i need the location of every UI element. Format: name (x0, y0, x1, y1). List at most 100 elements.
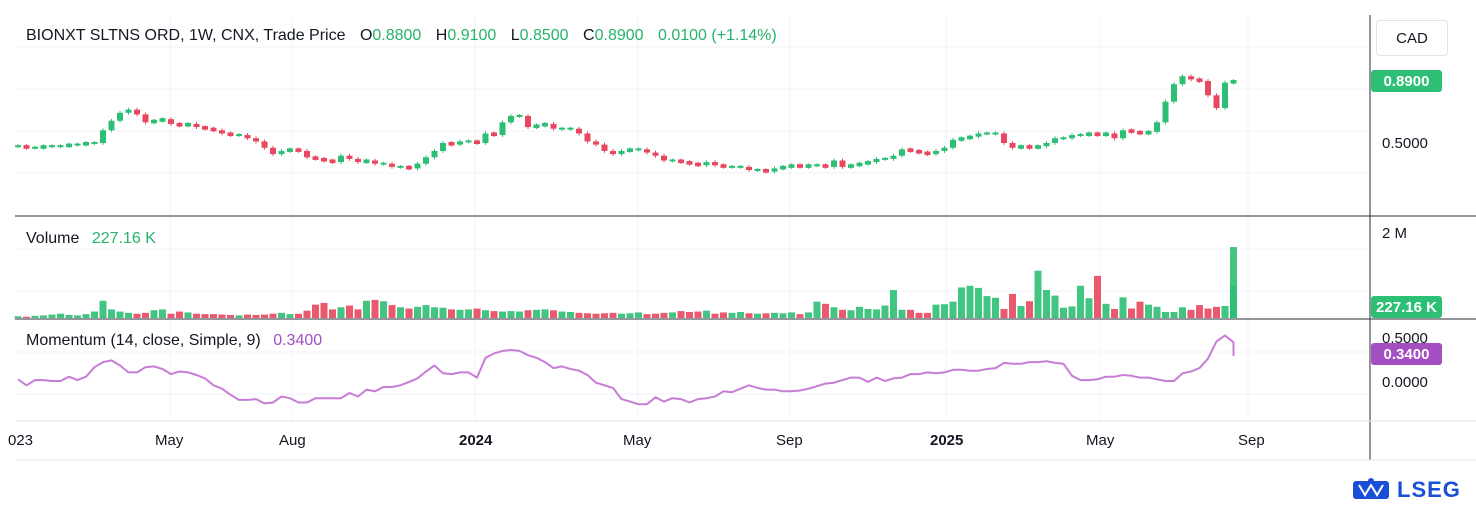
volume-legend: Volume 227.16 K (26, 230, 156, 248)
candle-body (1094, 132, 1101, 137)
volume-bar (822, 303, 829, 318)
symbol-title[interactable]: BIONXT SLTNS ORD, 1W, CNX, Trade Price (26, 27, 346, 44)
candle-body (797, 164, 803, 168)
candle-body (142, 114, 149, 123)
volume-bar (618, 313, 625, 318)
candle-body (1188, 76, 1194, 80)
volume-bar (635, 312, 642, 318)
candle-body (873, 158, 880, 163)
volume-bar (23, 316, 30, 318)
volume-bar (779, 313, 787, 318)
candle-body (117, 112, 123, 121)
candle-body (737, 165, 744, 168)
candle-body (1086, 132, 1092, 137)
volume-bar (1085, 298, 1093, 318)
volume-label[interactable]: Volume (26, 230, 80, 247)
volume-bar (1136, 301, 1144, 318)
candle-body (83, 142, 89, 146)
volume-bar (771, 312, 778, 318)
candle-body (1052, 138, 1058, 143)
candle-body (1103, 132, 1109, 137)
volume-bar (91, 311, 98, 318)
volume-bar (422, 305, 430, 318)
volume-bar (1034, 270, 1042, 318)
volume-bar (473, 308, 481, 318)
volume-bar (847, 310, 855, 318)
volume-bar (915, 312, 923, 318)
volume-bar (354, 309, 362, 318)
candle-body (236, 134, 242, 137)
volume-bar (1187, 309, 1195, 318)
candle-body (1026, 145, 1033, 149)
candle-body (168, 119, 174, 124)
momentum-label[interactable]: Momentum (14, close, Simple, 9) (26, 332, 261, 349)
candle-body (1171, 84, 1177, 102)
candle-body (185, 122, 191, 127)
volume-bar (694, 311, 702, 318)
volume-bar (227, 314, 234, 318)
candle-body (219, 130, 225, 134)
candle-body (1111, 133, 1118, 139)
volume-bar (1170, 311, 1178, 318)
candle-body (474, 140, 480, 144)
volume-bar (669, 312, 676, 318)
candle-body (491, 132, 497, 137)
volume-bar (813, 301, 821, 318)
candle-body (1205, 81, 1211, 96)
candle-body (346, 155, 353, 159)
volume-bar (907, 309, 914, 318)
candle-body (508, 115, 514, 123)
volume-bar (116, 311, 124, 318)
volume-bar (235, 315, 243, 318)
lseg-crest-icon (1353, 478, 1389, 499)
price-candles[interactable] (15, 74, 1237, 174)
candle-body (1018, 145, 1024, 149)
candle-body (627, 148, 633, 152)
volume-bar (1009, 293, 1016, 318)
volume-bar (890, 290, 897, 318)
volume-bar (1000, 308, 1008, 318)
candle-body (907, 148, 914, 152)
candle-body (890, 155, 897, 159)
volume-bar (677, 311, 685, 318)
volume-bar (609, 312, 617, 318)
candle-body (372, 160, 378, 164)
volume-bar (992, 297, 999, 318)
volume-bar (745, 313, 753, 318)
momentum-line[interactable] (17, 334, 1235, 406)
currency-button[interactable]: CAD (1376, 20, 1448, 56)
volume-bar (142, 312, 149, 318)
time-label-0: 023 (8, 432, 34, 449)
candle-body (686, 161, 693, 165)
volume-bar (346, 305, 353, 318)
candle-body (49, 145, 55, 148)
candle-body (712, 162, 718, 166)
volume-bar (405, 308, 413, 318)
candle-body (1162, 101, 1169, 123)
candle-body (202, 126, 208, 130)
candle-body (669, 159, 676, 162)
close-value: 0.8900 (594, 27, 644, 44)
volume-bar (133, 313, 141, 318)
candle-body (40, 145, 47, 149)
price-tick-label: 0.5000 (1382, 135, 1428, 152)
volume-bar (805, 312, 812, 318)
volume-bar (1068, 306, 1076, 318)
lseg-logo[interactable]: LSEG (1351, 477, 1461, 503)
candle-body (559, 127, 565, 130)
candle-body (958, 137, 965, 141)
volume-bar (975, 287, 982, 318)
candle-body (618, 150, 625, 155)
candle-body (23, 145, 30, 149)
volume-bar (584, 313, 591, 318)
candle-body (1001, 133, 1007, 143)
candle-body (406, 165, 412, 170)
candle-body (338, 155, 344, 163)
time-label-7: May (1086, 432, 1115, 449)
candle-body (108, 120, 115, 131)
volume-bar (1162, 311, 1169, 318)
volume-bars[interactable] (14, 247, 1238, 318)
candle-body (355, 158, 361, 163)
high-label: H (435, 27, 448, 44)
